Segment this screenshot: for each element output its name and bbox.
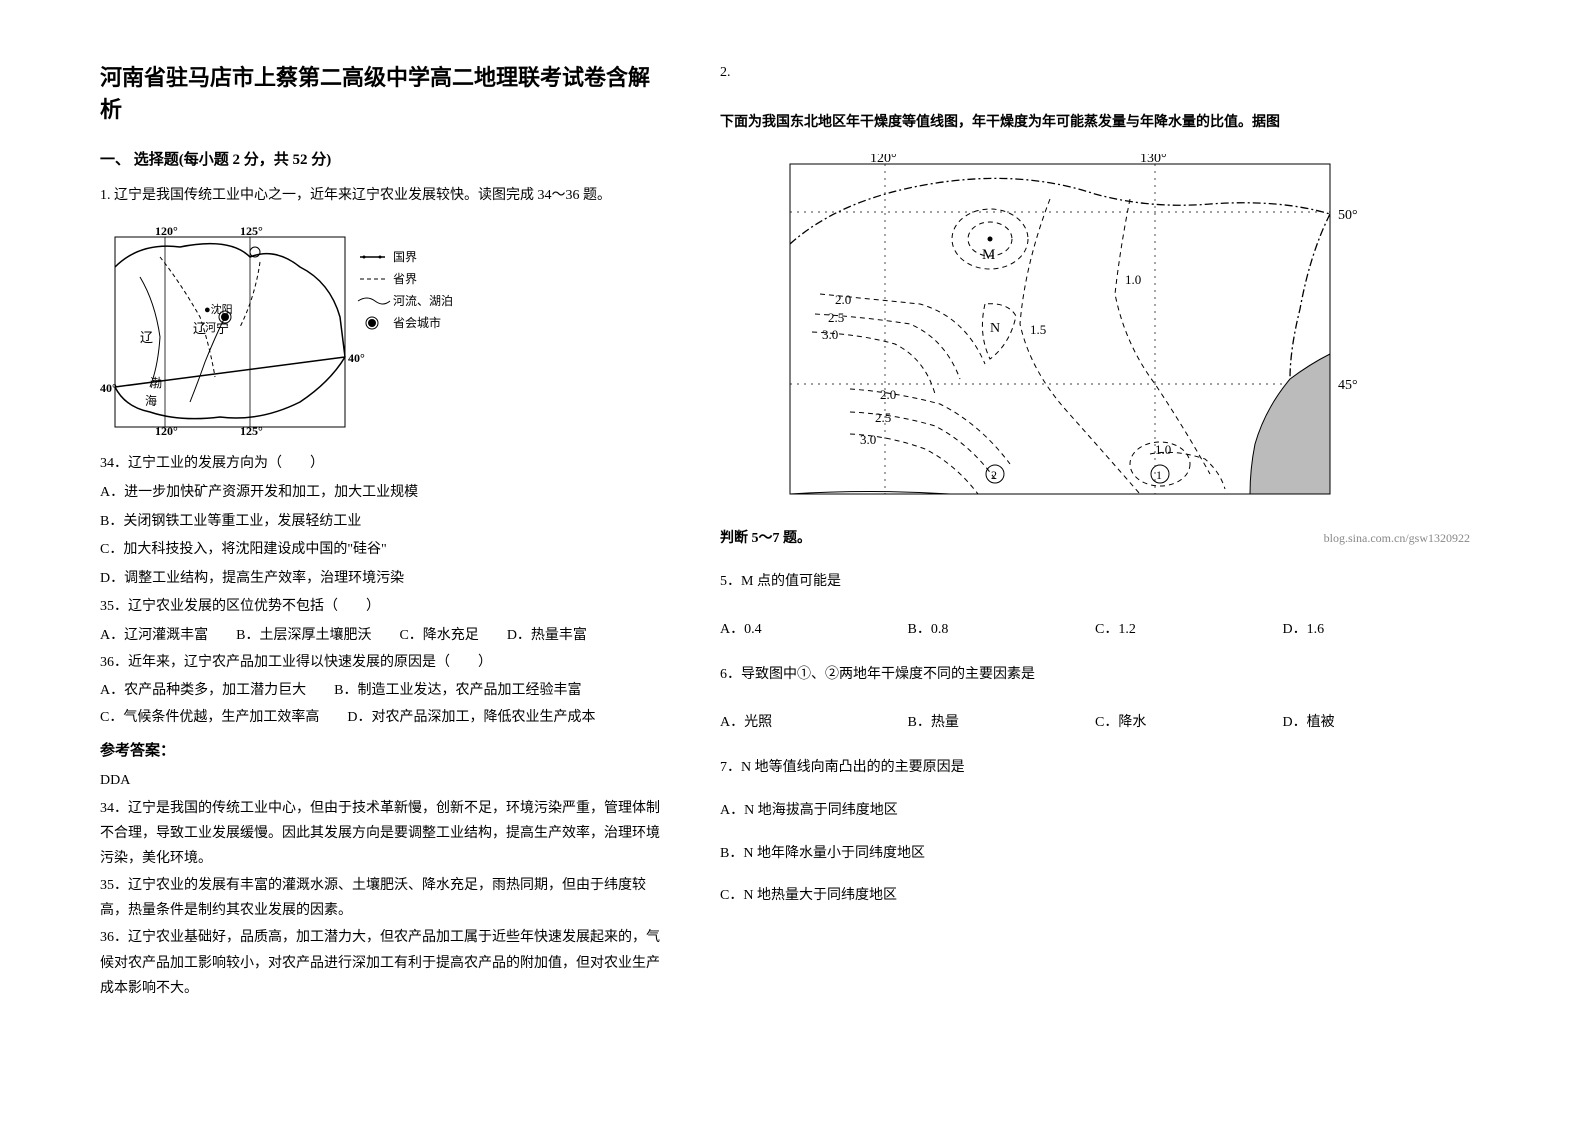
lon-120-f2: 120° <box>870 154 897 166</box>
lon-120b: 120° <box>155 424 178 437</box>
q1-context: 1. 辽宁是我国传统工业中心之一，近年来辽宁农业发展较快。读图完成 34～36 … <box>100 185 660 207</box>
q36-opts-row1: A．农产品种类多，加工潜力巨大 B．制造工业发达，农产品加工经验丰富 <box>100 678 660 705</box>
bo-label: 渤 <box>150 376 162 390</box>
q6: 6．导致图中①、②两地年干燥度不同的主要因素是 <box>720 662 1470 689</box>
q34: 34．辽宁工业的发展方向为（ ） <box>100 451 660 478</box>
left-column: 河南省驻马店市上蔡第二高级中学高二地理联考试卷含解析 一、 选择题(每小题 2 … <box>100 60 660 1082</box>
q2-context: 下面为我国东北地区年干燥度等值线图，年干燥度为年可能蒸发量与年降水量的比值。据图 <box>720 111 1470 135</box>
legend-river: 河流、湖泊 <box>393 293 453 308</box>
q35-opts: A．辽河灌溉丰富 B．土层深厚土壤肥沃 C．降水充足 D．热量丰富 <box>100 623 660 650</box>
v25a: 2.5 <box>828 310 844 325</box>
page-title: 河南省驻马店市上蔡第二高级中学高二地理联考试卷含解析 <box>100 60 660 124</box>
q36-opt-b: B．制造工业发达，农产品加工经验丰富 <box>334 678 581 705</box>
q6-opt-c: C．降水 <box>1095 705 1283 741</box>
legend-capital: 省会城市 <box>393 315 441 330</box>
right-column: 2. 下面为我国东北地区年干燥度等值线图，年干燥度为年可能蒸发量与年降水量的比值… <box>700 60 1470 1082</box>
q35-opt-c: C．降水充足 <box>399 623 478 650</box>
fig2-judge: 判断 5～7 题。 <box>720 527 811 547</box>
q6-opt-d: D．植被 <box>1283 705 1471 741</box>
q5-opt-b: B．0.8 <box>908 612 1096 648</box>
shenyang-label: ●沈阳 <box>204 302 233 316</box>
legend-province: 省界 <box>393 272 417 286</box>
q34-opt-c: C．加大科技投入，将沈阳建设成中国的"硅谷" <box>100 537 660 564</box>
he-label: 河 <box>205 321 216 334</box>
v10b: 1.0 <box>1155 442 1171 457</box>
q5: 5．M 点的值可能是 <box>720 569 1470 596</box>
answer-key: DDA <box>100 768 660 793</box>
lat-40r: 40° <box>348 351 365 365</box>
q7-opt-c: C．N 地热量大于同纬度地区 <box>720 883 1470 910</box>
q34-opt-b: B．关闭钢铁工业等重工业，发展轻纺工业 <box>100 509 660 536</box>
q2-number: 2. <box>720 60 1470 87</box>
v30b: 3.0 <box>860 432 876 447</box>
v10a: 1.0 <box>1125 272 1141 287</box>
label-n: N <box>990 321 1000 336</box>
circle-2: 2 <box>991 468 997 482</box>
lon-120: 120° <box>155 227 178 238</box>
v15: 1.5 <box>1030 322 1046 337</box>
fig2-caption-row: 判断 5～7 题。 blog.sina.com.cn/gsw1320922 <box>720 527 1470 547</box>
lon-125b: 125° <box>240 424 263 437</box>
q36: 36．近年来，辽宁农产品加工业得以快速发展的原因是（ ） <box>100 650 660 677</box>
lon-125: 125° <box>240 227 263 238</box>
figure-1: 120° 125° 120° 125° 40° 40° ●沈阳 辽 河 <box>100 227 660 437</box>
v20a: 2.0 <box>835 292 851 307</box>
q36-opt-c: C．气候条件优越，生产加工效率高 <box>100 705 319 732</box>
legend-border: 国界 <box>393 250 417 264</box>
v20b: 2.0 <box>880 387 896 402</box>
q36-opt-d: D．对农产品深加工，降低农业生产成本 <box>347 705 595 732</box>
q6-opt-b: B．热量 <box>908 705 1096 741</box>
q35-opt-d: D．热量丰富 <box>507 623 587 650</box>
q36-opt-a: A．农产品种类多，加工潜力巨大 <box>100 678 306 705</box>
q5-opt-a: A．0.4 <box>720 612 908 648</box>
q5-opt-c: C．1.2 <box>1095 612 1283 648</box>
v25b: 2.5 <box>875 410 891 425</box>
v30a: 3.0 <box>822 327 838 342</box>
liao2-label: 辽 <box>193 321 206 336</box>
figure-2: 120° 130° 50° 45° <box>720 154 1470 519</box>
ans36: 36．辽宁农业基础好，品质高，加工潜力大，但农产品加工属于近些年快速发展起来的，… <box>100 925 660 1001</box>
lat-50-f2: 50° <box>1338 208 1358 223</box>
liao-label: 辽 <box>140 330 153 345</box>
lat-40: 40° <box>100 381 117 395</box>
ans35: 35．辽宁农业的发展有丰富的灌溉水源、土壤肥沃、降水充足，雨热同期，但由于纬度较… <box>100 873 660 923</box>
lat-45-f2: 45° <box>1338 378 1358 393</box>
q34-opt-d: D．调整工业结构，提高生产效率，治理环境污染 <box>100 566 660 593</box>
q7-opt-b: B．N 地年降水量小于同纬度地区 <box>720 841 1470 868</box>
q6-opts: A．光照 B．热量 C．降水 D．植被 <box>720 705 1470 741</box>
q5-opts: A．0.4 B．0.8 C．1.2 D．1.6 <box>720 612 1470 648</box>
answer-heading: 参考答案： <box>100 739 660 760</box>
lon-130-f2: 130° <box>1140 154 1167 166</box>
q5-opt-d: D．1.6 <box>1283 612 1471 648</box>
ans34: 34．辽宁是我国的传统工业中心，但由于技术革新慢，创新不足，环境污染严重，管理体… <box>100 796 660 872</box>
q6-opt-a: A．光照 <box>720 705 908 741</box>
circle-1: 1 <box>1156 468 1162 482</box>
q34-opt-a: A．进一步加快矿产资源开发和加工，加大工业规模 <box>100 480 660 507</box>
q35-opt-b: B．土层深厚土壤肥沃 <box>236 623 371 650</box>
watermark: blog.sina.com.cn/gsw1320922 <box>1324 531 1470 546</box>
label-m: M <box>982 247 995 263</box>
q36-opts-row2: C．气候条件优越，生产加工效率高 D．对农产品深加工，降低农业生产成本 <box>100 705 660 732</box>
hai-label: 海 <box>145 393 157 408</box>
q7-opt-a: A．N 地海拔高于同纬度地区 <box>720 798 1470 825</box>
section-heading: 一、 选择题(每小题 2 分，共 52 分) <box>100 148 660 169</box>
q7: 7．N 地等值线向南凸出的的主要原因是 <box>720 755 1470 782</box>
q35-opt-a: A．辽河灌溉丰富 <box>100 623 208 650</box>
ning-label: 宁 <box>216 321 229 336</box>
q35: 35．辽宁农业发展的区位优势不包括（ ） <box>100 594 660 621</box>
